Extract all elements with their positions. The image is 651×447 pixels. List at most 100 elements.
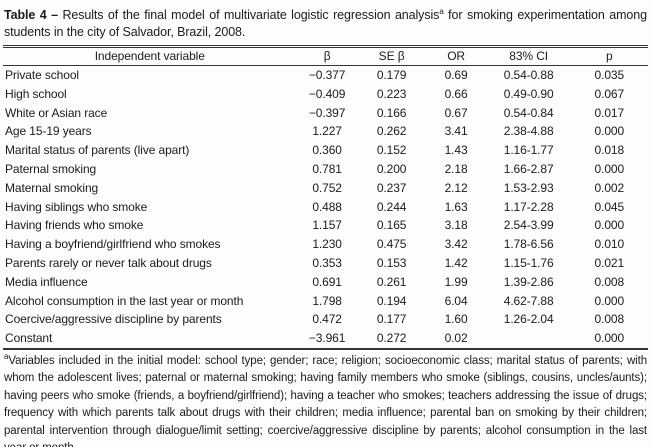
column-header-p: p (570, 45, 648, 66)
table-row: Having siblings who smoke 0.488 0.244 1.63 1… (3, 198, 648, 217)
value-cell (486, 329, 571, 350)
footnote-text: Variables included in the initial model:… (4, 354, 647, 447)
column-header-independent-variable: Independent variable (3, 45, 297, 66)
value-cell: 0.472 (312, 312, 342, 327)
value-cell: 0.018 (594, 143, 625, 158)
table-row: Alcohol consumption in the last year or … (3, 292, 648, 311)
value-cell: 0.67 (444, 105, 468, 120)
value-cell: 0.000 (594, 161, 625, 176)
variable-name-cell: Having a boyfriend/girlfriend who smokes (5, 237, 221, 252)
column-header-beta: β (296, 45, 358, 66)
value-cell: −0.377 (308, 68, 346, 82)
variable-name-cell: Coercive/aggressive discipline by parent… (5, 312, 222, 327)
value-cell: 0.66 (444, 86, 468, 101)
value-cell: 0.153 (376, 255, 407, 270)
value-cell: 2.18 (444, 161, 468, 176)
value-cell: 0.000 (594, 218, 625, 233)
table-row: Marital status of parents (live apart) 0.… (3, 141, 648, 160)
value-cell: 1.26-2.04 (503, 312, 554, 327)
value-cell: 0.200 (376, 161, 407, 176)
value-cell: 1.53-2.93 (503, 180, 554, 195)
value-cell: 0.781 (312, 161, 342, 176)
value-cell: 1.39-2.86 (503, 274, 554, 289)
table-row: Constant −3.961 0.272 0.02 0.000 (3, 329, 648, 350)
variable-name-cell: Private school (5, 68, 79, 82)
value-cell: 0.54-0.84 (503, 105, 554, 120)
value-cell: 3.41 (444, 124, 468, 139)
value-cell: 0.179 (376, 68, 407, 82)
variable-name-cell: Having siblings who smoke (5, 199, 148, 214)
value-cell: −3.961 (296, 329, 358, 350)
value-cell: 0.165 (376, 218, 407, 233)
value-cell: 0.000 (594, 124, 625, 139)
value-cell: 0.000 (570, 329, 648, 350)
value-cell: −0.409 (308, 86, 346, 101)
value-cell: 0.152 (376, 143, 407, 158)
variable-name-cell: High school (5, 86, 67, 101)
value-cell: 1.798 (312, 293, 342, 308)
value-cell: 0.02 (425, 329, 487, 350)
value-cell: 0.223 (376, 86, 407, 101)
value-cell: 1.227 (312, 124, 342, 139)
value-cell: 1.15-1.76 (503, 255, 554, 270)
table-row: Maternal smoking 0.752 0.237 2.12 1.53-2.93 0… (3, 179, 648, 198)
table-number-label: Table 4 – (4, 8, 58, 22)
variable-name-cell: Alcohol consumption in the last year or … (5, 293, 244, 308)
value-cell: 1.42 (444, 255, 468, 270)
value-cell: 1.66-2.87 (503, 161, 554, 176)
table-row: Parents rarely or never talk about drugs… (3, 254, 648, 273)
value-cell: 0.261 (376, 274, 407, 289)
value-cell: 0.54-0.88 (503, 68, 554, 82)
value-cell: 0.237 (376, 180, 407, 195)
variable-name-cell: White or Asian race (5, 105, 108, 120)
table-row: Paternal smoking 0.781 0.200 2.18 1.66-2.87 0… (3, 160, 648, 179)
value-cell: 1.63 (444, 199, 468, 214)
table-row: Age 15-19 years 1.227 0.262 3.41 2.38-4.88 0.… (3, 122, 648, 141)
value-cell: 0.008 (594, 312, 625, 327)
value-cell: 0.752 (312, 180, 342, 195)
value-cell: 1.17-2.28 (503, 199, 554, 214)
value-cell: 0.002 (594, 180, 625, 195)
column-header-ci: 83% CI (486, 45, 571, 66)
title-footnote-marker: a (439, 6, 444, 16)
variable-name-cell: Constant (3, 329, 297, 350)
value-cell: 0.008 (594, 274, 625, 289)
value-cell: 0.49-0.90 (503, 86, 554, 101)
header-row: Independent variable β SE β OR 83% CI p (3, 45, 648, 66)
value-cell: 0.69 (444, 68, 468, 82)
value-cell: 0.045 (594, 199, 625, 214)
value-cell: 2.38-4.88 (503, 124, 554, 139)
value-cell: 3.18 (444, 218, 468, 233)
value-cell: 1.60 (444, 312, 468, 327)
variable-name-cell: Media influence (5, 274, 88, 289)
table-row: Coercive/aggressive discipline by parent… (3, 310, 648, 329)
value-cell: 0.244 (376, 199, 407, 214)
value-cell: 0.272 (357, 329, 426, 350)
table-row: Having a boyfriend/girlfriend who smokes… (3, 235, 648, 254)
variable-name-cell: Having friends who smoke (5, 218, 144, 233)
value-cell: 1.99 (444, 274, 468, 289)
table-title-text-continued: for smoking experimentation among studen… (4, 8, 647, 39)
value-cell: −0.397 (308, 105, 346, 120)
value-cell: 0.475 (376, 237, 407, 252)
table-title-text: Results of the final model of multivaria… (57, 8, 440, 22)
value-cell: 0.194 (376, 293, 407, 308)
value-cell: 1.16-1.77 (503, 143, 554, 158)
value-cell: 3.42 (444, 237, 468, 252)
value-cell: 0.067 (594, 86, 625, 101)
variable-name-cell: Marital status of parents (live apart) (5, 143, 190, 158)
value-cell: 0.353 (312, 255, 342, 270)
value-cell: 4.62-7.88 (503, 293, 554, 308)
value-cell: 1.230 (312, 237, 342, 252)
table-row: High school −0.409 0.223 0.66 0.49-0.90 0.067 (3, 85, 648, 104)
value-cell: 6.04 (444, 293, 468, 308)
table-row: Having friends who smoke 1.157 0.165 3.18 2.… (3, 216, 648, 235)
value-cell: 0.021 (594, 255, 625, 270)
value-cell: 2.12 (444, 180, 468, 195)
column-header-or: OR (425, 45, 487, 66)
table-row: White or Asian race −0.397 0.166 0.67 0.54-0… (3, 104, 648, 123)
value-cell: 0.000 (594, 293, 625, 308)
table-footnote: aVariables included in the initial model… (4, 353, 647, 447)
value-cell: 0.360 (312, 143, 342, 158)
